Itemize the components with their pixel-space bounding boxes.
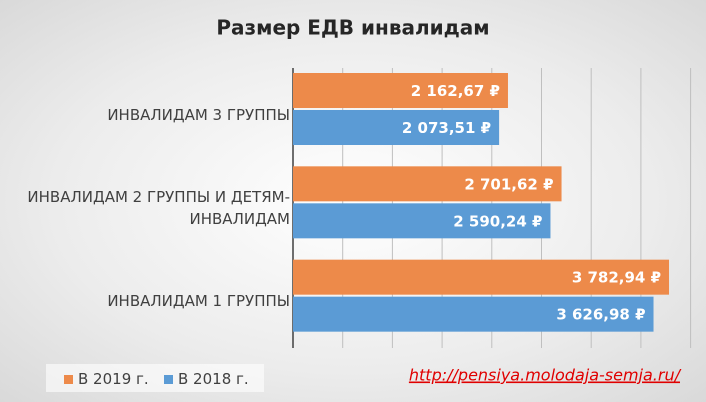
legend-label: В 2018 г. xyxy=(178,370,249,388)
legend-swatch xyxy=(164,374,173,384)
bar xyxy=(293,110,500,145)
value-label: 2 590,24 ₽ xyxy=(453,212,542,230)
bar xyxy=(293,73,508,108)
legend-label: В 2019 г. xyxy=(78,370,149,388)
source-link[interactable]: http://pensiya.molodaja-semja.ru/ xyxy=(409,366,682,385)
value-label: 2 701,62 ₽ xyxy=(464,175,553,193)
legend-item: В 2018 г. xyxy=(164,370,249,388)
category-label: ИНВАЛИДАМ 1 ГРУППЫ xyxy=(107,292,290,311)
value-label: 3 782,94 ₽ xyxy=(572,269,661,287)
bar xyxy=(293,203,551,239)
bar xyxy=(293,166,562,202)
bar xyxy=(293,259,670,295)
legend: В 2019 г. В 2018 г. xyxy=(46,364,264,392)
value-label: 2 073,51 ₽ xyxy=(402,119,491,137)
legend-item: В 2019 г. xyxy=(64,370,149,388)
category-label: ИНВАЛИДАМ 3 ГРУППЫ xyxy=(107,105,290,124)
value-label: 3 626,98 ₽ xyxy=(556,306,645,324)
category-label: ИНВАЛИДАМ 2 ГРУППЫ И ДЕТЯМ-ИНВАЛИДАМ xyxy=(27,188,290,228)
chart-title: Размер ЕДВ инвалидам xyxy=(216,16,489,40)
legend-swatch xyxy=(64,374,73,384)
value-label: 2 162,67 ₽ xyxy=(411,82,500,100)
bar xyxy=(293,296,654,332)
